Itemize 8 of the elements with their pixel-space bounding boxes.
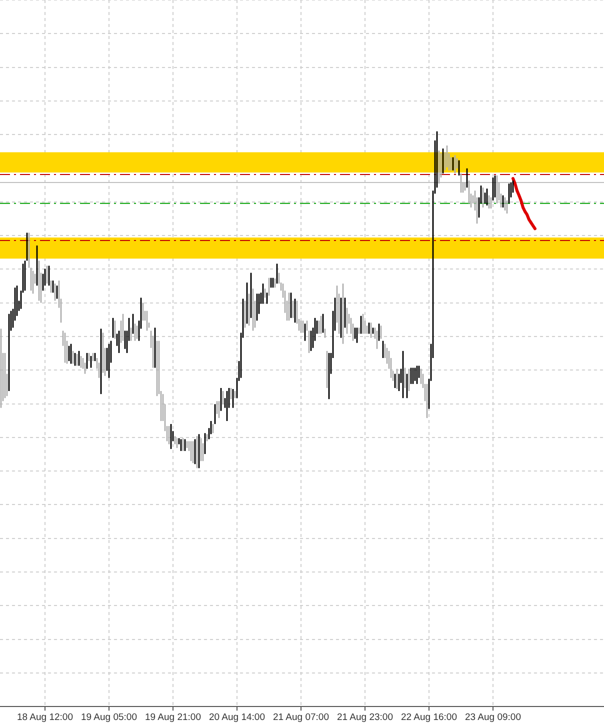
x-tick-label: 19 Aug 05:00 (81, 712, 137, 723)
x-tick-label: 19 Aug 21:00 (145, 712, 201, 723)
x-tick-label: 23 Aug 09:00 (465, 712, 521, 723)
x-tick-label: 21 Aug 07:00 (273, 712, 329, 723)
x-tick-label: 22 Aug 16:00 (401, 712, 457, 723)
x-tick-label: 18 Aug 12:00 (17, 712, 73, 723)
x-tick-label: 20 Aug 14:00 (209, 712, 265, 723)
x-tick-label: 21 Aug 23:00 (337, 712, 393, 723)
